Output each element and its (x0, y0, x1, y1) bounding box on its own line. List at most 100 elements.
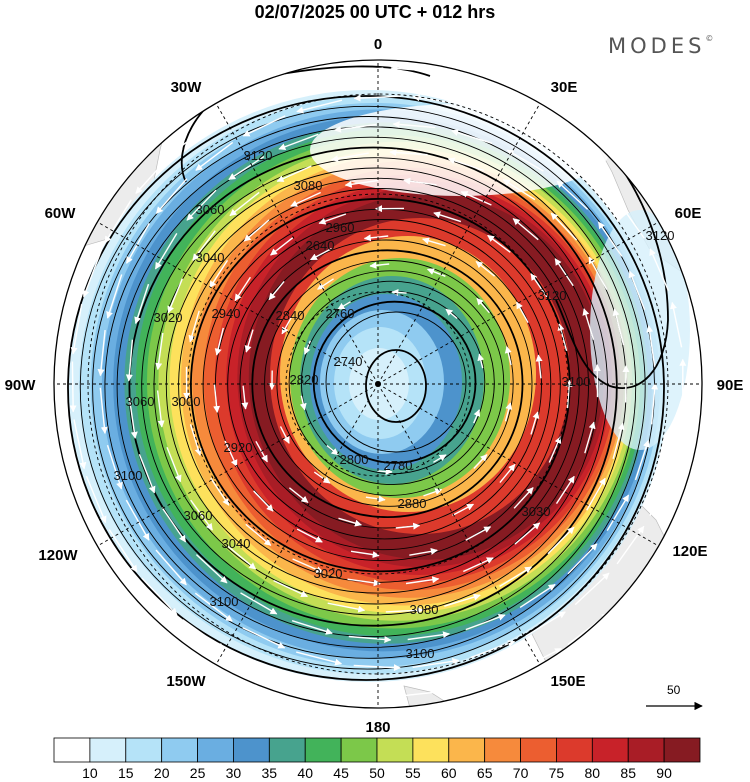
wind-arrow (433, 211, 462, 223)
wind-arrow (242, 627, 286, 649)
wind-arrow (514, 522, 541, 545)
wind-arrow (195, 554, 228, 584)
wind-arrow (452, 503, 475, 517)
wind-arrow (338, 517, 362, 527)
wind-arrow (628, 270, 646, 310)
height-contour (104, 126, 637, 648)
wind-arrow (444, 593, 481, 607)
wind-arrow (557, 323, 568, 351)
colorbar-swatch (520, 737, 557, 763)
wind-arrow (405, 576, 440, 585)
wind-arrow (617, 200, 645, 239)
wind-arrow (409, 547, 438, 556)
height-contour (141, 157, 608, 616)
wind-arrows (69, 64, 702, 700)
colorbar-swatch (556, 737, 593, 763)
wind-arrow (166, 447, 182, 483)
lon-label-180: 180 (365, 719, 390, 736)
wind-arrow (141, 577, 178, 616)
wind-arrow (281, 316, 293, 335)
wind-arrow (516, 301, 529, 324)
map-boundary (53, 59, 703, 709)
wind-arrow (400, 687, 453, 697)
wind-arrow (392, 121, 436, 129)
lon-label-30w: 30W (171, 79, 203, 96)
wind-arrow (138, 454, 156, 494)
wind-arrow (317, 278, 334, 290)
contour-label: 3040 (196, 250, 225, 265)
wind-arrow (182, 619, 225, 650)
wind-arrow (389, 148, 428, 156)
wind-arrow (525, 127, 567, 153)
contour-label: 3040 (222, 536, 251, 551)
lon-label-60w: 60W (45, 205, 77, 222)
wind-arrow (156, 390, 165, 428)
colorbar-tick-label: 50 (369, 765, 385, 781)
wind-arrow (377, 468, 393, 476)
wind-arrow (276, 165, 312, 182)
wind-arrow (213, 384, 221, 413)
brand-logo: MODES© (608, 34, 713, 58)
height-contour (214, 219, 552, 551)
wind-arrow (512, 218, 539, 241)
contour-label: 2740 (334, 354, 363, 369)
lon-label-90e: 90E (717, 377, 744, 394)
wind-arrow (334, 123, 377, 133)
colorbar-tick-label: 10 (82, 765, 98, 781)
wind-arrow (606, 494, 630, 531)
weak-wind-east (590, 210, 690, 450)
contour-label: 3100 (406, 646, 435, 661)
contour-label: 3060 (196, 202, 225, 217)
wind-arrow (597, 221, 623, 257)
wind-arrow (649, 473, 669, 516)
contour-label: 3100 (562, 374, 591, 389)
wind-arrow (646, 325, 656, 367)
wind-arrow (347, 578, 381, 587)
brand-mark: © (705, 34, 714, 43)
lon-label-120e: 120E (672, 543, 707, 560)
wind-arrow (447, 157, 485, 172)
wind-arrow (470, 640, 516, 659)
wind-arrow (337, 301, 351, 310)
wind-arrow (195, 141, 234, 171)
contour-label: 2640 (306, 238, 335, 253)
wind-arrow (365, 495, 386, 503)
wind-arrow (290, 191, 321, 207)
contour-label: 2800 (340, 452, 369, 467)
wind-arrow (449, 71, 500, 87)
wind-arrow (612, 308, 625, 346)
contour-label: 2940 (212, 306, 241, 321)
colorbar-tick-label: 60 (441, 765, 457, 781)
wind-arrow (385, 606, 424, 614)
wind-arrow (242, 115, 286, 137)
height-contour-3120-east (555, 129, 669, 389)
wind-arrow (106, 274, 123, 319)
contour-label: 3080 (294, 178, 323, 193)
wind-arrow (412, 657, 460, 668)
wind-arrow (273, 579, 309, 598)
wind-arrow (634, 439, 650, 481)
wind-arrow (161, 507, 187, 543)
wind-arrow (499, 463, 516, 484)
wind-arrow (649, 248, 670, 292)
wind-arrow (189, 424, 202, 456)
wind-arrow (588, 256, 608, 290)
colorbar-swatch (448, 737, 486, 763)
colorbar-tick-label: 45 (333, 765, 349, 781)
meridian-line (97, 221, 379, 385)
wind-arrow (97, 330, 106, 377)
contour-label: 3060 (184, 508, 213, 523)
wind-arrow (244, 329, 254, 353)
wind-arrow (296, 651, 343, 666)
lon-label-60e: 60E (675, 205, 702, 222)
weak-wind-north (310, 104, 610, 196)
wind-arrow (548, 436, 562, 463)
wind-arrow (344, 179, 379, 188)
colorbar-tick-label: 30 (226, 765, 242, 781)
colorbar-swatch (53, 737, 91, 763)
wind-arrow (426, 268, 446, 277)
colorbar-swatch (591, 737, 629, 763)
longitude-labels: 0 30E 60E 90E 120E 150E 180 150W 120W 90W 60W 30W (5, 36, 744, 736)
wind-arrow (268, 280, 285, 301)
